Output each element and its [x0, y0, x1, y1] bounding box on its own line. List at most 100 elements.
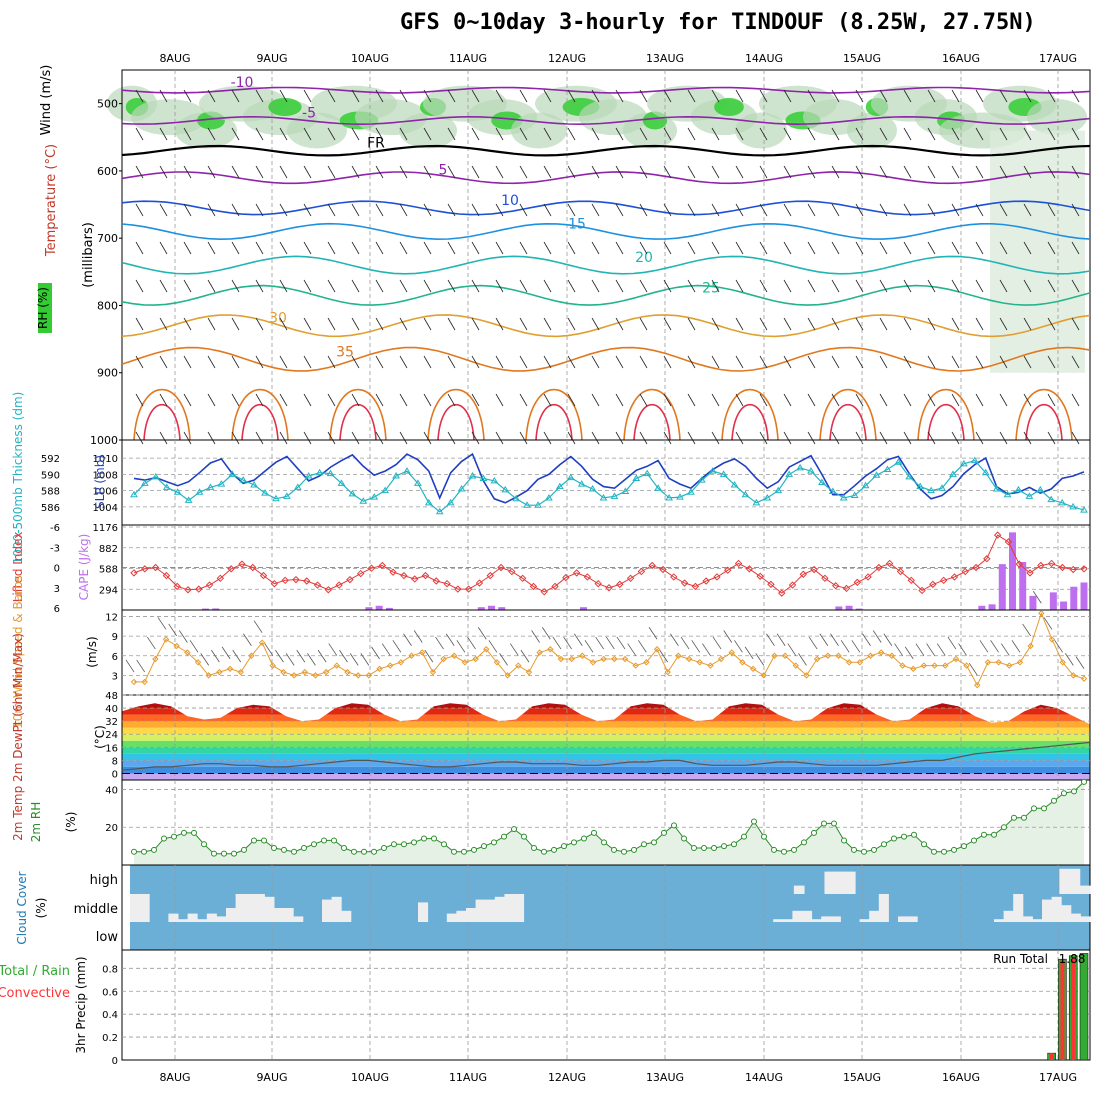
wind10m-barb: [851, 640, 861, 653]
wind-barb: [567, 203, 576, 217]
thickness-point: [1069, 502, 1077, 510]
wind-barb: [135, 317, 144, 331]
thickness-line: [133, 459, 1085, 513]
lifted-index-point: [896, 567, 905, 576]
rh2m-point: [211, 850, 217, 857]
wind10m-point: [344, 668, 351, 676]
wind10m-point: [974, 681, 981, 689]
wind-barb: [327, 393, 336, 407]
wind-barb: [783, 317, 792, 331]
wind10m-barb: [638, 640, 647, 653]
temp-band: [122, 760, 1090, 767]
cloud-cover-bar-middle: [494, 896, 505, 922]
cloud-cover-bar-middle: [264, 896, 275, 922]
wind-barb: [255, 355, 264, 369]
wind10m-barb: [296, 649, 306, 663]
cape-bar: [855, 608, 863, 610]
wind-barb: [999, 355, 1008, 369]
wind-barb: [255, 279, 264, 293]
cape-bar: [375, 605, 383, 610]
lifted-index-point: [130, 569, 138, 577]
wind10m-point: [632, 662, 639, 669]
isotherm-45-loop: [241, 403, 279, 441]
rh2m-point: [541, 848, 547, 855]
lifted-index-point: [1058, 563, 1067, 572]
lifted-index-point: [324, 586, 333, 594]
wind-barb: [663, 165, 672, 179]
wind10m-barb: [552, 636, 562, 650]
wind10m-point: [803, 672, 810, 679]
wind-barb: [687, 431, 696, 445]
wind10m-point: [322, 668, 330, 676]
wind-barb: [855, 203, 864, 217]
wind10m-point: [418, 649, 426, 656]
wind10m-point: [312, 672, 319, 679]
cloud-cover-bar-middle: [782, 919, 793, 922]
thickness-point: [228, 470, 237, 477]
rh2m-point: [701, 845, 707, 851]
temp2m-tick-label: 8: [112, 756, 118, 767]
wind-barb: [351, 355, 360, 369]
lifted-index-point: [1015, 560, 1023, 568]
wind10m-point: [483, 646, 490, 653]
wind-barb: [711, 165, 720, 179]
lifted-index-point: [497, 563, 505, 572]
rh2m-point: [1041, 805, 1047, 812]
wind-barb: [327, 203, 336, 217]
wind-barb: [1071, 317, 1080, 331]
wind10m-point: [290, 672, 298, 679]
wind10m-point: [162, 636, 170, 643]
rh2m-point: [531, 845, 537, 851]
cloud-cover-bar-middle: [859, 919, 870, 922]
wind-barb: [543, 317, 552, 331]
thickness-point: [293, 483, 302, 490]
thickness-point: [348, 489, 357, 497]
wind-barb: [1047, 89, 1056, 103]
wind10m-point: [664, 668, 671, 676]
wind-barb: [951, 203, 960, 217]
thickness-point: [687, 488, 695, 495]
wind-barb: [519, 127, 528, 141]
wind-barb: [183, 203, 192, 217]
wind10m-point: [910, 665, 917, 673]
wind-barb: [351, 279, 360, 293]
lifted-index-point: [875, 563, 883, 572]
wind-barb: [303, 355, 312, 369]
cloud-cover-bar-middle: [792, 910, 803, 922]
lifted-index-point: [303, 577, 311, 585]
wind-barb: [303, 241, 312, 255]
wind-barb: [663, 355, 672, 369]
thickness-point: [501, 485, 510, 493]
wind-barb: [423, 355, 432, 369]
wind10m-barb: [264, 643, 274, 656]
rh2m-tick-label: 20: [105, 823, 118, 834]
wind-barb: [1023, 393, 1032, 407]
wind10m-point: [696, 659, 703, 666]
thickness-point: [599, 493, 608, 501]
wind10m-barb: [1054, 640, 1063, 653]
rh2m-point: [511, 826, 517, 833]
wind-barb: [327, 431, 336, 445]
isotherm-label: 15: [568, 216, 586, 232]
lifted-index-tick-label: 6: [54, 604, 60, 615]
lifted-index-point: [788, 581, 797, 589]
wind-barb: [327, 279, 336, 293]
wind10m-point: [1006, 662, 1013, 669]
isotherm-40-loop: [525, 388, 583, 441]
wind-barb: [447, 89, 456, 103]
wind-barb: [423, 317, 432, 331]
wind10m-barb: [520, 649, 530, 663]
lifted-index-tick-label: -6: [50, 523, 60, 534]
wind-barb: [519, 241, 528, 255]
wind-barb: [879, 89, 888, 103]
thickness-point: [1014, 485, 1023, 493]
wind10m-point: [781, 652, 789, 659]
rh2m-point: [461, 848, 467, 855]
wind-barb: [447, 203, 456, 217]
wind10m-barb: [531, 630, 540, 643]
wind10m-point: [461, 659, 469, 666]
wind10m-barb: [670, 633, 679, 646]
wind-barb: [975, 355, 984, 369]
wind-barb: [447, 279, 456, 293]
thickness-point: [850, 491, 859, 498]
